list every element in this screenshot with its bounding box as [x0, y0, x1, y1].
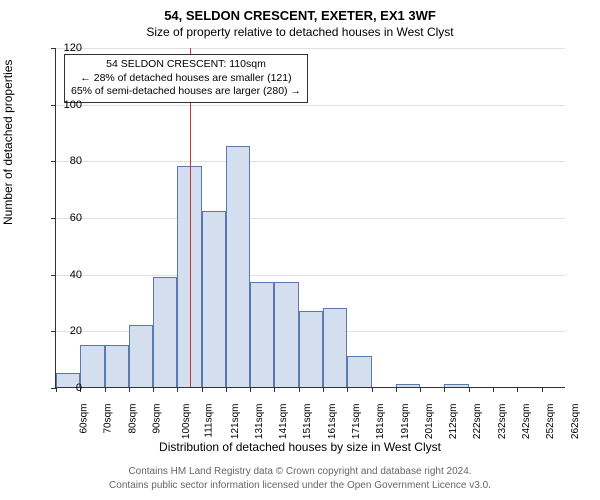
xtick-label: 222sqm: [472, 404, 483, 440]
histogram-bar: [129, 325, 153, 387]
histogram-bar: [323, 308, 347, 387]
xtick-mark: [250, 387, 251, 392]
gridline: [56, 48, 565, 49]
histogram-bar: [347, 356, 371, 387]
ytick-label: 80: [52, 155, 82, 167]
chart-subtitle: Size of property relative to detached ho…: [0, 23, 600, 39]
histogram-bar: [396, 384, 420, 387]
histogram-bar: [299, 311, 323, 388]
xtick-label: 100sqm: [181, 404, 192, 440]
xtick-mark: [372, 387, 373, 392]
chart-container: 54, SELDON CRESCENT, EXETER, EX1 3WF Siz…: [0, 0, 600, 500]
histogram-bar: [226, 146, 250, 387]
y-axis-label: Number of detached properties: [1, 60, 15, 225]
xtick-label: 181sqm: [375, 404, 386, 440]
ytick-label: 100: [52, 99, 82, 111]
xtick-mark: [517, 387, 518, 392]
xtick-label: 212sqm: [448, 404, 459, 440]
histogram-bar: [202, 211, 226, 387]
xtick-mark: [444, 387, 445, 392]
ytick-label: 20: [52, 325, 82, 337]
xtick-mark: [542, 387, 543, 392]
attribution-line2: Contains public sector information licen…: [0, 480, 600, 491]
xtick-mark: [299, 387, 300, 392]
xtick-label: 262sqm: [570, 404, 581, 440]
plot-area: 60sqm70sqm80sqm90sqm100sqm111sqm121sqm13…: [55, 48, 565, 388]
xtick-mark: [153, 387, 154, 392]
xtick-label: 60sqm: [79, 404, 90, 434]
xtick-label: 171sqm: [351, 404, 362, 440]
xtick-label: 131sqm: [254, 404, 265, 440]
attribution-line1: Contains HM Land Registry data © Crown c…: [0, 466, 600, 477]
gridline: [56, 275, 565, 276]
ytick-label: 40: [52, 269, 82, 281]
xtick-label: 232sqm: [497, 404, 508, 440]
xtick-label: 111sqm: [204, 404, 215, 438]
ytick-label: 0: [52, 382, 82, 394]
ytick-label: 60: [52, 212, 82, 224]
xtick-mark: [274, 387, 275, 392]
chart-title: 54, SELDON CRESCENT, EXETER, EX1 3WF: [0, 0, 600, 23]
xtick-label: 70sqm: [103, 404, 114, 434]
annotation-line1: 54 SELDON CRESCENT: 110sqm: [71, 58, 301, 72]
xtick-label: 80sqm: [127, 404, 138, 434]
xtick-label: 141sqm: [278, 404, 289, 440]
gridline: [56, 161, 565, 162]
histogram-bar: [153, 277, 177, 388]
histogram-bar: [105, 345, 129, 388]
gridline: [56, 105, 565, 106]
xtick-mark: [493, 387, 494, 392]
xtick-mark: [396, 387, 397, 392]
xtick-mark: [323, 387, 324, 392]
xtick-mark: [226, 387, 227, 392]
histogram-bar: [274, 282, 298, 387]
ytick-label: 120: [52, 42, 82, 54]
annotation-box: 54 SELDON CRESCENT: 110sqm ← 28% of deta…: [64, 54, 308, 103]
xtick-mark: [202, 387, 203, 392]
histogram-bar: [250, 282, 274, 387]
x-axis-label: Distribution of detached houses by size …: [0, 440, 600, 454]
xtick-mark: [469, 387, 470, 392]
xtick-label: 151sqm: [303, 404, 314, 440]
xtick-mark: [347, 387, 348, 392]
gridline: [56, 218, 565, 219]
annotation-line3: 65% of semi-detached houses are larger (…: [71, 85, 301, 99]
xtick-mark: [420, 387, 421, 392]
xtick-mark: [129, 387, 130, 392]
xtick-mark: [105, 387, 106, 392]
xtick-label: 242sqm: [521, 404, 532, 440]
xtick-label: 121sqm: [230, 404, 241, 440]
xtick-label: 252sqm: [545, 404, 556, 440]
xtick-label: 201sqm: [424, 404, 435, 440]
xtick-label: 161sqm: [327, 404, 338, 440]
histogram-bar: [444, 384, 468, 387]
xtick-label: 90sqm: [151, 404, 162, 434]
annotation-line2: ← 28% of detached houses are smaller (12…: [71, 72, 301, 86]
histogram-bar: [80, 345, 104, 388]
xtick-mark: [177, 387, 178, 392]
xtick-label: 191sqm: [400, 404, 411, 440]
